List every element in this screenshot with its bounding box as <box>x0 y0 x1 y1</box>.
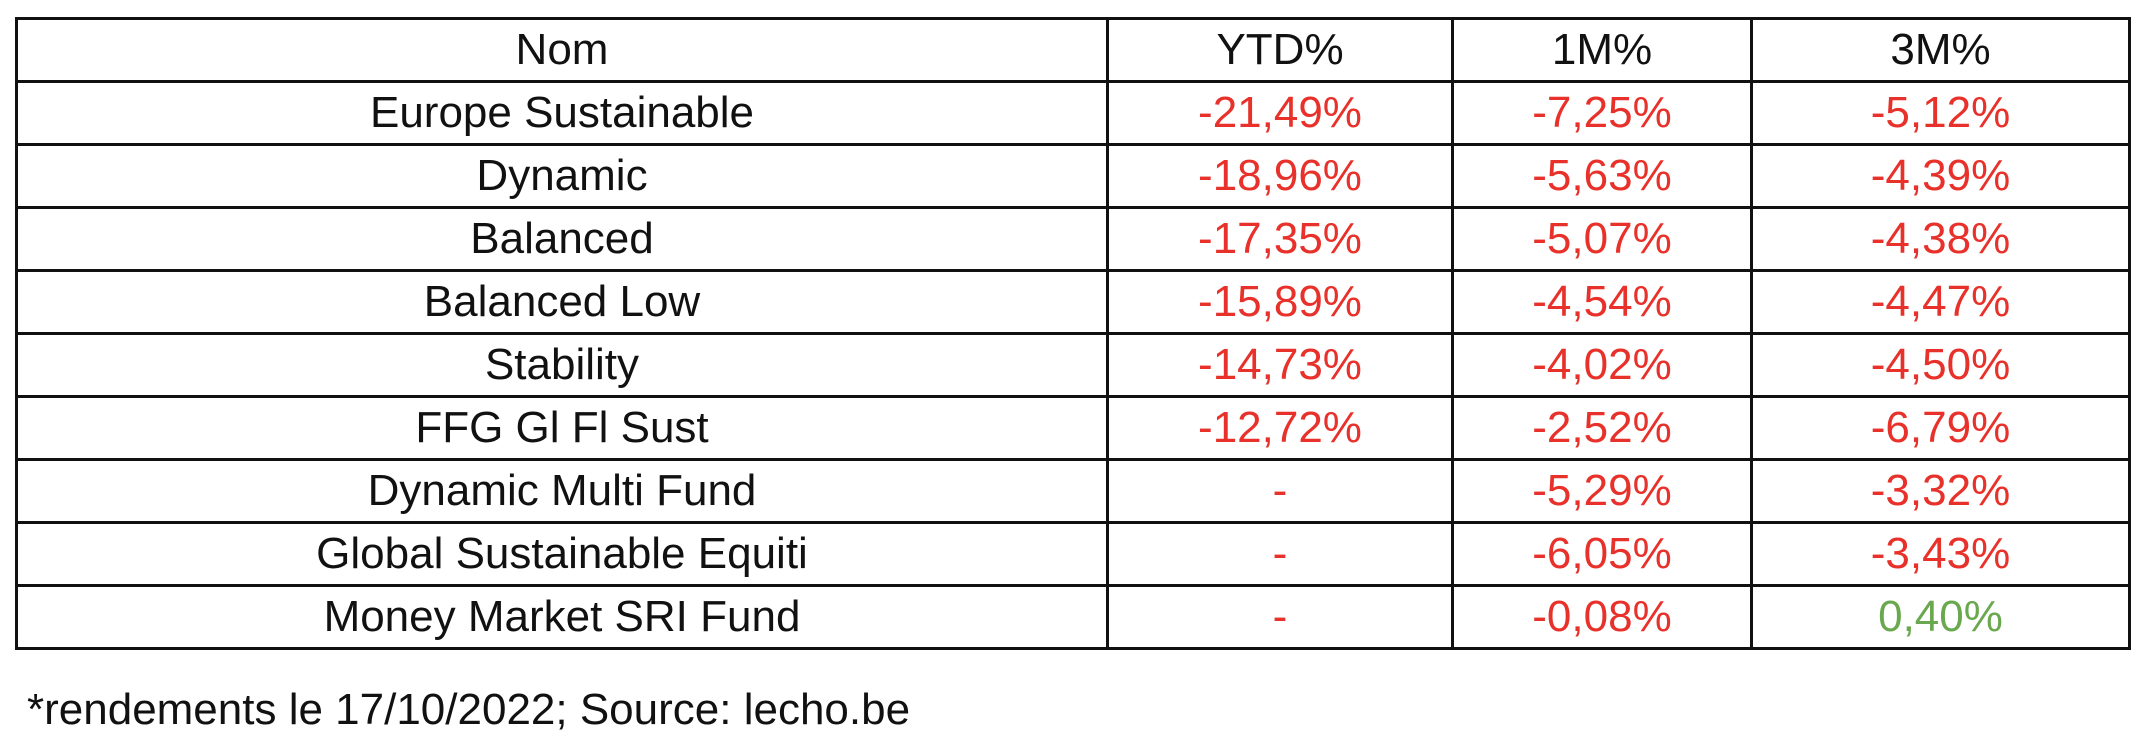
1m-value: -5,07% <box>1451 206 1753 272</box>
ytd-value: - <box>1106 584 1454 650</box>
1m-value: -4,54% <box>1451 269 1753 335</box>
fund-name: Balanced <box>15 206 1109 272</box>
table-row: Money Market SRI Fund - -0,08% 0,40% <box>15 584 2131 650</box>
1m-value: -5,29% <box>1451 458 1753 524</box>
1m-value: -7,25% <box>1451 80 1753 146</box>
table-row: Stability -14,73% -4,02% -4,50% <box>15 332 2131 398</box>
footnote: *rendements le 17/10/2022; Source: lecho… <box>27 685 911 734</box>
fund-name: Dynamic Multi Fund <box>15 458 1109 524</box>
3m-value: -3,43% <box>1750 521 2131 587</box>
header-row: Nom YTD% 1M% 3M% <box>15 17 2131 83</box>
fund-name: Dynamic <box>15 143 1109 209</box>
fund-name: Balanced Low <box>15 269 1109 335</box>
fund-name: Europe Sustainable <box>15 80 1109 146</box>
table-row: FFG Gl Fl Sust -12,72% -2,52% -6,79% <box>15 395 2131 461</box>
ytd-value: -15,89% <box>1106 269 1454 335</box>
3m-value: -4,47% <box>1750 269 2131 335</box>
ytd-value: -14,73% <box>1106 332 1454 398</box>
1m-value: -6,05% <box>1451 521 1753 587</box>
ytd-value: -12,72% <box>1106 395 1454 461</box>
3m-value: -4,38% <box>1750 206 2131 272</box>
ytd-value: -17,35% <box>1106 206 1454 272</box>
3m-value: -3,32% <box>1750 458 2131 524</box>
header-1m: 1M% <box>1451 17 1753 83</box>
3m-value: 0,40% <box>1750 584 2131 650</box>
3m-value: -4,50% <box>1750 332 2131 398</box>
ytd-value: - <box>1106 458 1454 524</box>
table-row: Balanced Low -15,89% -4,54% -4,47% <box>15 269 2131 335</box>
ytd-value: -18,96% <box>1106 143 1454 209</box>
fund-name: FFG Gl Fl Sust <box>15 395 1109 461</box>
table-row: Dynamic Multi Fund - -5,29% -3,32% <box>15 458 2131 524</box>
fund-name: Global Sustainable Equiti <box>15 521 1109 587</box>
table-row: Dynamic -18,96% -5,63% -4,39% <box>15 143 2131 209</box>
3m-value: -6,79% <box>1750 395 2131 461</box>
performance-table: Nom YTD% 1M% 3M% Europe Sustainable -21,… <box>15 17 2131 650</box>
fund-name: Money Market SRI Fund <box>15 584 1109 650</box>
ytd-value: - <box>1106 521 1454 587</box>
table-row: Global Sustainable Equiti - -6,05% -3,43… <box>15 521 2131 587</box>
3m-value: -5,12% <box>1750 80 2131 146</box>
1m-value: -4,02% <box>1451 332 1753 398</box>
1m-value: -5,63% <box>1451 143 1753 209</box>
fund-name: Stability <box>15 332 1109 398</box>
1m-value: -0,08% <box>1451 584 1753 650</box>
header-3m: 3M% <box>1750 17 2131 83</box>
header-ytd: YTD% <box>1106 17 1454 83</box>
table-row: Europe Sustainable -21,49% -7,25% -5,12% <box>15 80 2131 146</box>
header-name: Nom <box>15 17 1109 83</box>
3m-value: -4,39% <box>1750 143 2131 209</box>
table-row: Balanced -17,35% -5,07% -4,38% <box>15 206 2131 272</box>
1m-value: -2,52% <box>1451 395 1753 461</box>
ytd-value: -21,49% <box>1106 80 1454 146</box>
